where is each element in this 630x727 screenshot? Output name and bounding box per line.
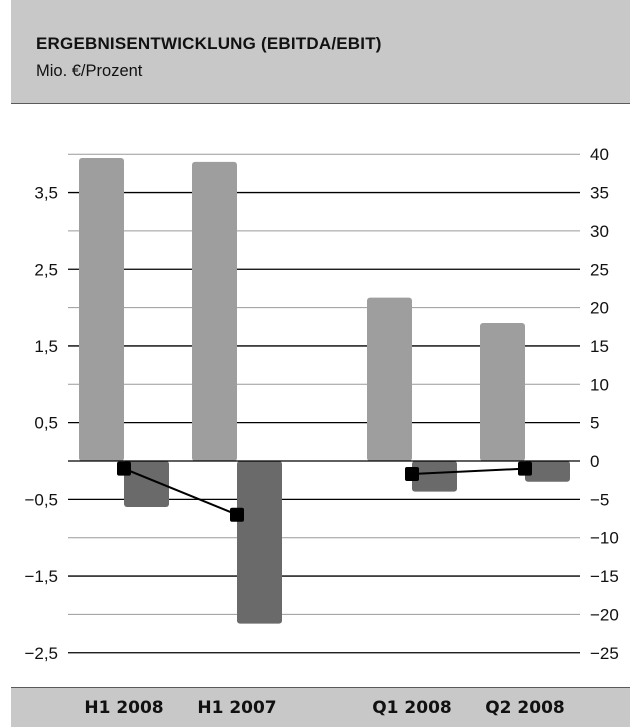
left-tick-label: −2,5 <box>24 644 58 663</box>
bar-negative <box>412 461 457 492</box>
right-tick-label: 20 <box>590 299 609 318</box>
bar-positive <box>367 297 412 461</box>
category-axis-band <box>11 687 630 727</box>
chart-subtitle: Mio. €/Prozent <box>36 62 143 80</box>
bar-positive <box>79 158 124 461</box>
line-marker <box>518 461 532 476</box>
right-tick-label: 15 <box>590 337 609 356</box>
left-tick-label: −0,5 <box>24 490 58 509</box>
right-tick-label: 5 <box>590 414 599 433</box>
category-label: Q2 2008 <box>485 698 565 718</box>
bar-positive <box>480 322 525 461</box>
left-tick-label: 1,5 <box>34 337 58 356</box>
category-label: Q1 2008 <box>372 698 452 718</box>
right-tick-label: 25 <box>590 260 609 279</box>
line-segment <box>411 467 526 476</box>
left-tick-label: 3,5 <box>34 184 58 203</box>
line-marker <box>405 467 419 482</box>
bar-negative <box>237 461 282 624</box>
chart-title: ERGEBNISENTWICKLUNG (EBITDA/EBIT) <box>36 34 382 53</box>
right-tick-label: 40 <box>590 145 609 164</box>
left-tick-label: 2,5 <box>34 260 58 279</box>
right-tick-label: −15 <box>590 567 619 586</box>
right-tick-label: 30 <box>590 222 609 241</box>
right-tick-label: −25 <box>590 644 619 663</box>
chart-header: ERGEBNISENTWICKLUNG (EBITDA/EBIT) Mio. €… <box>11 0 630 104</box>
right-tick-label: −20 <box>590 605 619 624</box>
right-tick-label: 35 <box>590 184 609 203</box>
category-label: H1 2007 <box>197 698 276 718</box>
bar-positive <box>192 161 237 461</box>
line-segment <box>123 467 238 516</box>
right-tick-label: −5 <box>590 490 609 509</box>
bar-negative <box>525 461 570 482</box>
category-label: H1 2008 <box>84 698 163 718</box>
right-tick-label: −10 <box>590 529 619 548</box>
left-tick-label: 0,5 <box>34 414 58 433</box>
right-tick-label: 10 <box>590 375 609 394</box>
right-tick-label: 0 <box>590 452 599 471</box>
line-marker <box>230 507 244 522</box>
line-marker <box>117 461 131 476</box>
left-tick-label: −1,5 <box>24 567 58 586</box>
